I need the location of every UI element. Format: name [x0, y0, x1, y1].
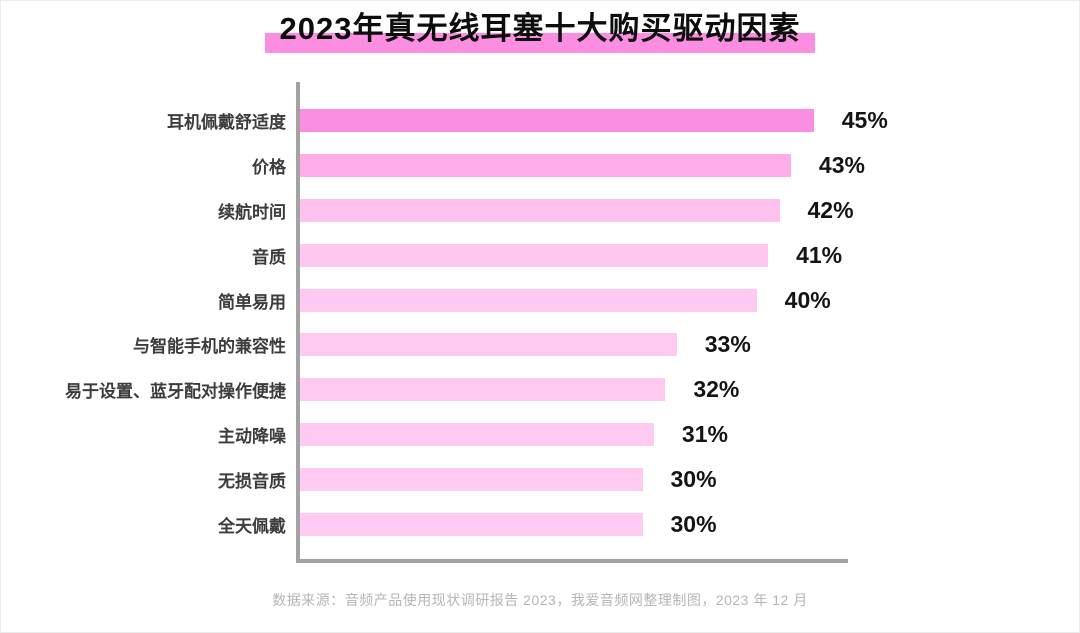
bar [300, 198, 780, 222]
value-label: 42% [807, 196, 854, 223]
bar-row: 主动降噪 31% [218, 412, 848, 457]
category-label: 耳机佩戴舒适度 [167, 112, 286, 132]
bar [300, 108, 814, 132]
y-axis-line [296, 82, 300, 563]
category-label: 与智能手机的兼容性 [133, 337, 286, 357]
bar [300, 423, 654, 447]
x-axis-line [296, 559, 848, 563]
category-label: 全天佩戴 [218, 517, 286, 537]
page-title: 2023年真无线耳塞十大购买驱动因素 [264, 10, 816, 53]
bar-row: 易于设置、蓝牙配对操作便捷 32% [65, 367, 848, 412]
category-label: 易于设置、蓝牙配对操作便捷 [65, 382, 286, 402]
bar-row: 简单易用 40% [218, 278, 848, 323]
bar [300, 243, 769, 267]
category-label: 价格 [252, 157, 286, 177]
bar-row: 耳机佩戴舒适度 45% [167, 98, 888, 143]
value-label: 30% [670, 511, 717, 538]
bar-row: 无损音质 30% [218, 457, 848, 502]
bar-chart-plot-area: 耳机佩戴舒适度 45% 价格 43% 续航时间 42% 音质 41% 简单易用 40% 与智能手机的… [65, 82, 888, 563]
title-highlight-bar [264, 33, 816, 53]
chart-header: 2023年真无线耳塞十大购买驱动因素 [0, 10, 1080, 53]
value-label: 45% [841, 106, 888, 133]
bar-row: 音质 41% [252, 233, 848, 278]
value-label: 43% [818, 151, 865, 178]
bar-row: 与智能手机的兼容性 33% [133, 323, 848, 368]
category-label: 无损音质 [218, 472, 286, 492]
bar-row: 全天佩戴 30% [218, 502, 848, 547]
value-label: 32% [693, 376, 740, 403]
bar [300, 333, 677, 357]
category-label: 主动降噪 [218, 427, 286, 447]
category-label: 音质 [252, 247, 286, 267]
category-label: 简单易用 [218, 292, 286, 312]
bar [300, 378, 666, 402]
value-label: 31% [681, 421, 728, 448]
value-label: 30% [670, 466, 717, 493]
bar-rows-container: 耳机佩戴舒适度 45% 价格 43% 续航时间 42% 音质 41% 简单易用 40% 与智能手机的… [65, 82, 888, 563]
bar [300, 153, 791, 177]
page-title-text: 2023年真无线耳塞十大购买驱动因素 [279, 11, 801, 46]
value-label: 40% [784, 286, 831, 313]
category-label: 续航时间 [218, 202, 286, 222]
bar [300, 513, 643, 537]
bar-row: 续航时间 42% [218, 188, 854, 233]
bar [300, 288, 757, 312]
value-label: 33% [704, 331, 751, 358]
value-label: 41% [796, 241, 843, 268]
bar [300, 468, 643, 492]
bar-row: 价格 43% [252, 143, 865, 188]
data-source-note: 数据来源：音频产品使用现状调研报告 2023，我爱音频网整理制图，2023 年 … [272, 592, 808, 608]
